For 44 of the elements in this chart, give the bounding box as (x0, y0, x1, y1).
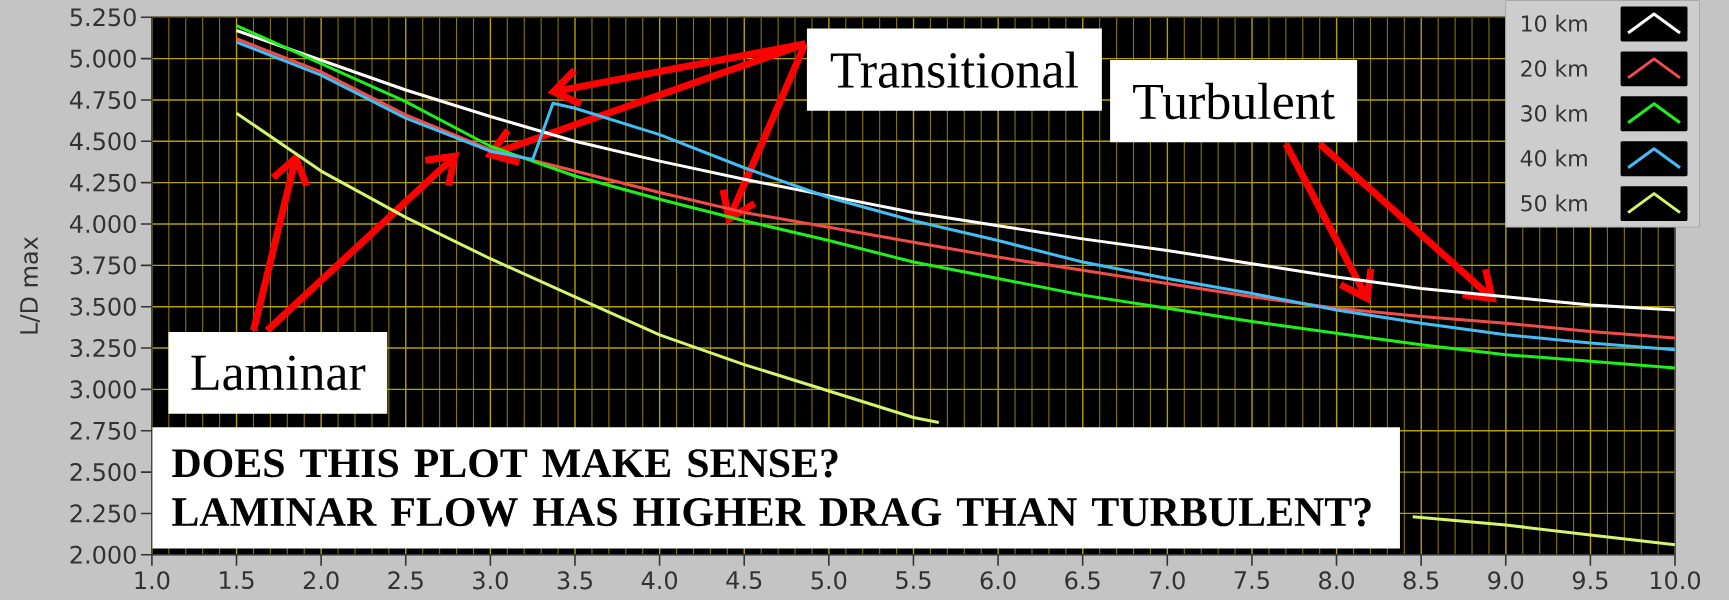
x-tick-label: 7.5 (1234, 571, 1269, 590)
annotation: Turbulent (1133, 82, 1335, 120)
annotation: Transitional (830, 51, 1078, 88)
x-tick-label: 6.0 (980, 571, 1016, 590)
x-tick-label: 8.5 (1403, 571, 1439, 590)
y-axis-title: L/D max (20, 237, 40, 334)
x-tick-label: 2.0 (303, 571, 339, 590)
y-tick-label: 4.250 (69, 173, 136, 192)
x-tick-label: 9.5 (1572, 571, 1608, 590)
x-tick-label: 2.5 (388, 571, 423, 590)
y-tick-label: 2.250 (70, 504, 136, 523)
y-tick-label: 3.750 (70, 256, 136, 275)
x-tick-label: 7.0 (1150, 571, 1185, 590)
legend-label: 20 km (1521, 59, 1587, 77)
x-tick-label: 4.5 (726, 571, 762, 590)
y-tick-label: 5.250 (70, 8, 136, 27)
y-tick-label: 5.000 (70, 49, 136, 68)
annotation: LAMINAR FLOW HAS HIGHER DRAG THAN TURBULENT? (172, 498, 1371, 527)
y-tick-label: 4.500 (69, 132, 136, 151)
x-tick-label: 10.0 (1650, 571, 1701, 590)
legend-label: 40 km (1520, 149, 1587, 167)
y-tick-label: 3.000 (70, 380, 136, 399)
annotation: Laminar (191, 355, 366, 391)
x-tick-label: 9.0 (1488, 571, 1524, 590)
y-tick-label: 3.500 (70, 297, 136, 316)
x-tick-label: 3.0 (473, 571, 508, 590)
x-tick-label: 3.5 (557, 571, 592, 590)
x-tick-label: 1.5 (220, 571, 254, 590)
y-tick-label: 3.250 (70, 339, 136, 358)
x-tick-label: 8.0 (1319, 571, 1354, 590)
y-tick-label: 2.000 (70, 545, 136, 564)
y-tick-label: 2.500 (70, 463, 136, 482)
y-tick-label: 4.750 (69, 90, 136, 110)
x-tick-label: 1.0 (135, 571, 170, 590)
annotation: DOES THIS PLOT MAKE SENSE? (172, 449, 838, 478)
x-tick-label: 4.0 (641, 571, 678, 590)
legend-label: 50 km (1521, 194, 1587, 212)
x-tick-label: 5.5 (896, 571, 931, 590)
y-tick-label: 2.750 (70, 421, 136, 440)
y-tick-label: 4.000 (69, 214, 136, 234)
legend-label: 10 km (1522, 14, 1587, 32)
x-tick-label: 5.0 (811, 571, 847, 590)
x-tick-label: 6.5 (1065, 571, 1100, 590)
legend-label: 30 km (1521, 104, 1587, 122)
